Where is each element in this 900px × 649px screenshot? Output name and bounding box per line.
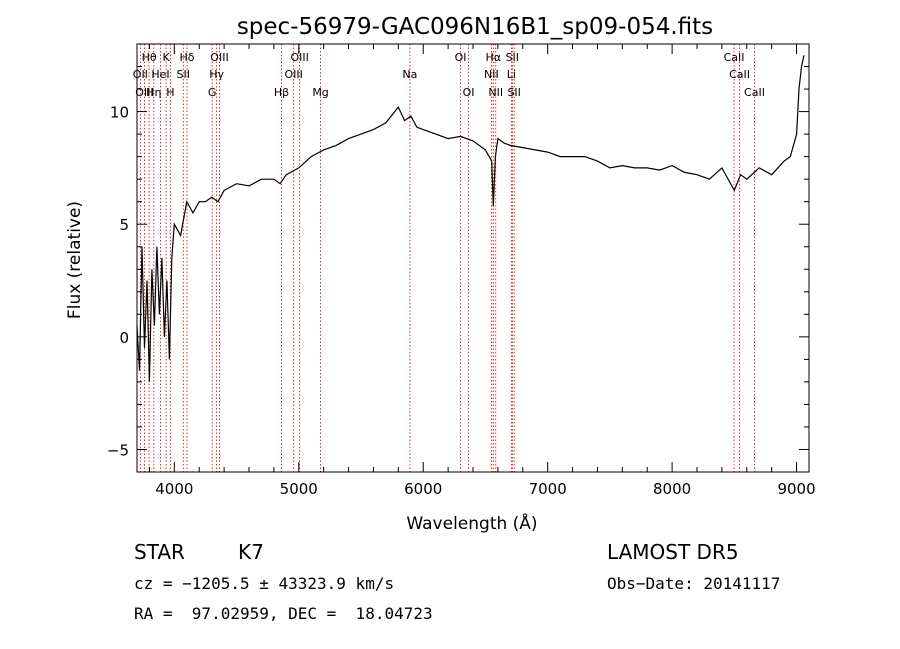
line-label: Na	[402, 68, 417, 81]
line-label: Hθ	[142, 51, 157, 64]
spectral-line-markers	[139, 44, 755, 472]
object-class: STAR	[134, 540, 185, 564]
line-label: Mg	[312, 86, 328, 99]
line-label: OII	[133, 68, 148, 81]
spectrum-line	[136, 55, 805, 382]
plot-frame	[136, 43, 810, 473]
line-label: NII	[484, 68, 499, 81]
line-label: OIII	[210, 51, 228, 64]
spectral-line-labels: Hθ K Hδ OIII OIII OI Hα SII CaII OII HeI SII Hγ OIII N…	[133, 51, 765, 99]
x-tick-label: 7000	[529, 480, 567, 498]
x-tick-label: 6000	[404, 480, 442, 498]
x-tick-label: 5000	[280, 480, 318, 498]
line-label: K	[163, 51, 171, 64]
line-label: OI	[455, 51, 467, 64]
y-tick-label: 5	[119, 216, 129, 234]
y-tick-label: −5	[107, 441, 129, 459]
x-tick-label: 8000	[653, 480, 691, 498]
line-label: OI	[463, 86, 475, 99]
survey-name: LAMOST DR5	[607, 540, 739, 564]
y-tick-label: 10	[110, 104, 129, 122]
line-label: CaII	[729, 68, 750, 81]
coordinates: RA = 97.02959, DEC = 18.04723	[134, 604, 433, 623]
line-label: SII	[506, 51, 519, 64]
line-label: Hβ	[274, 86, 289, 99]
observation-date: Obs−Date: 20141117	[607, 574, 781, 593]
chart-title: spec-56979-GAC096N16B1_sp09-054.fits	[237, 14, 713, 40]
line-label: Hη	[146, 86, 161, 99]
line-label: H	[166, 86, 174, 99]
y-tick-label: 0	[119, 329, 129, 347]
line-label: Li	[507, 68, 516, 81]
object-subclass: K7	[238, 540, 264, 564]
y-axis: −5 0 5 10	[107, 43, 809, 473]
x-axis-label: Wavelength (Å)	[406, 512, 537, 534]
line-label: Hδ	[180, 51, 195, 64]
y-axis-label: Flux (relative)	[65, 201, 85, 319]
line-label: OIII	[284, 68, 302, 81]
line-label: NII	[488, 86, 503, 99]
x-tick-label: 4000	[155, 480, 193, 498]
redshift-value: cz = −1205.5 ± 43323.9 km/s	[134, 574, 395, 593]
line-label: G	[208, 86, 217, 99]
line-label: HeI	[151, 68, 169, 81]
x-tick-label: 9000	[777, 480, 815, 498]
line-label: Hγ	[209, 68, 224, 81]
line-label: CaII	[744, 86, 765, 99]
line-label: OIII	[290, 51, 308, 64]
x-axis: 4000 5000 6000 7000 8000 9000	[148, 44, 816, 498]
line-label: SII	[507, 86, 520, 99]
line-label: Hα	[486, 51, 502, 64]
line-label: CaII	[724, 51, 745, 64]
line-label: SII	[177, 68, 190, 81]
